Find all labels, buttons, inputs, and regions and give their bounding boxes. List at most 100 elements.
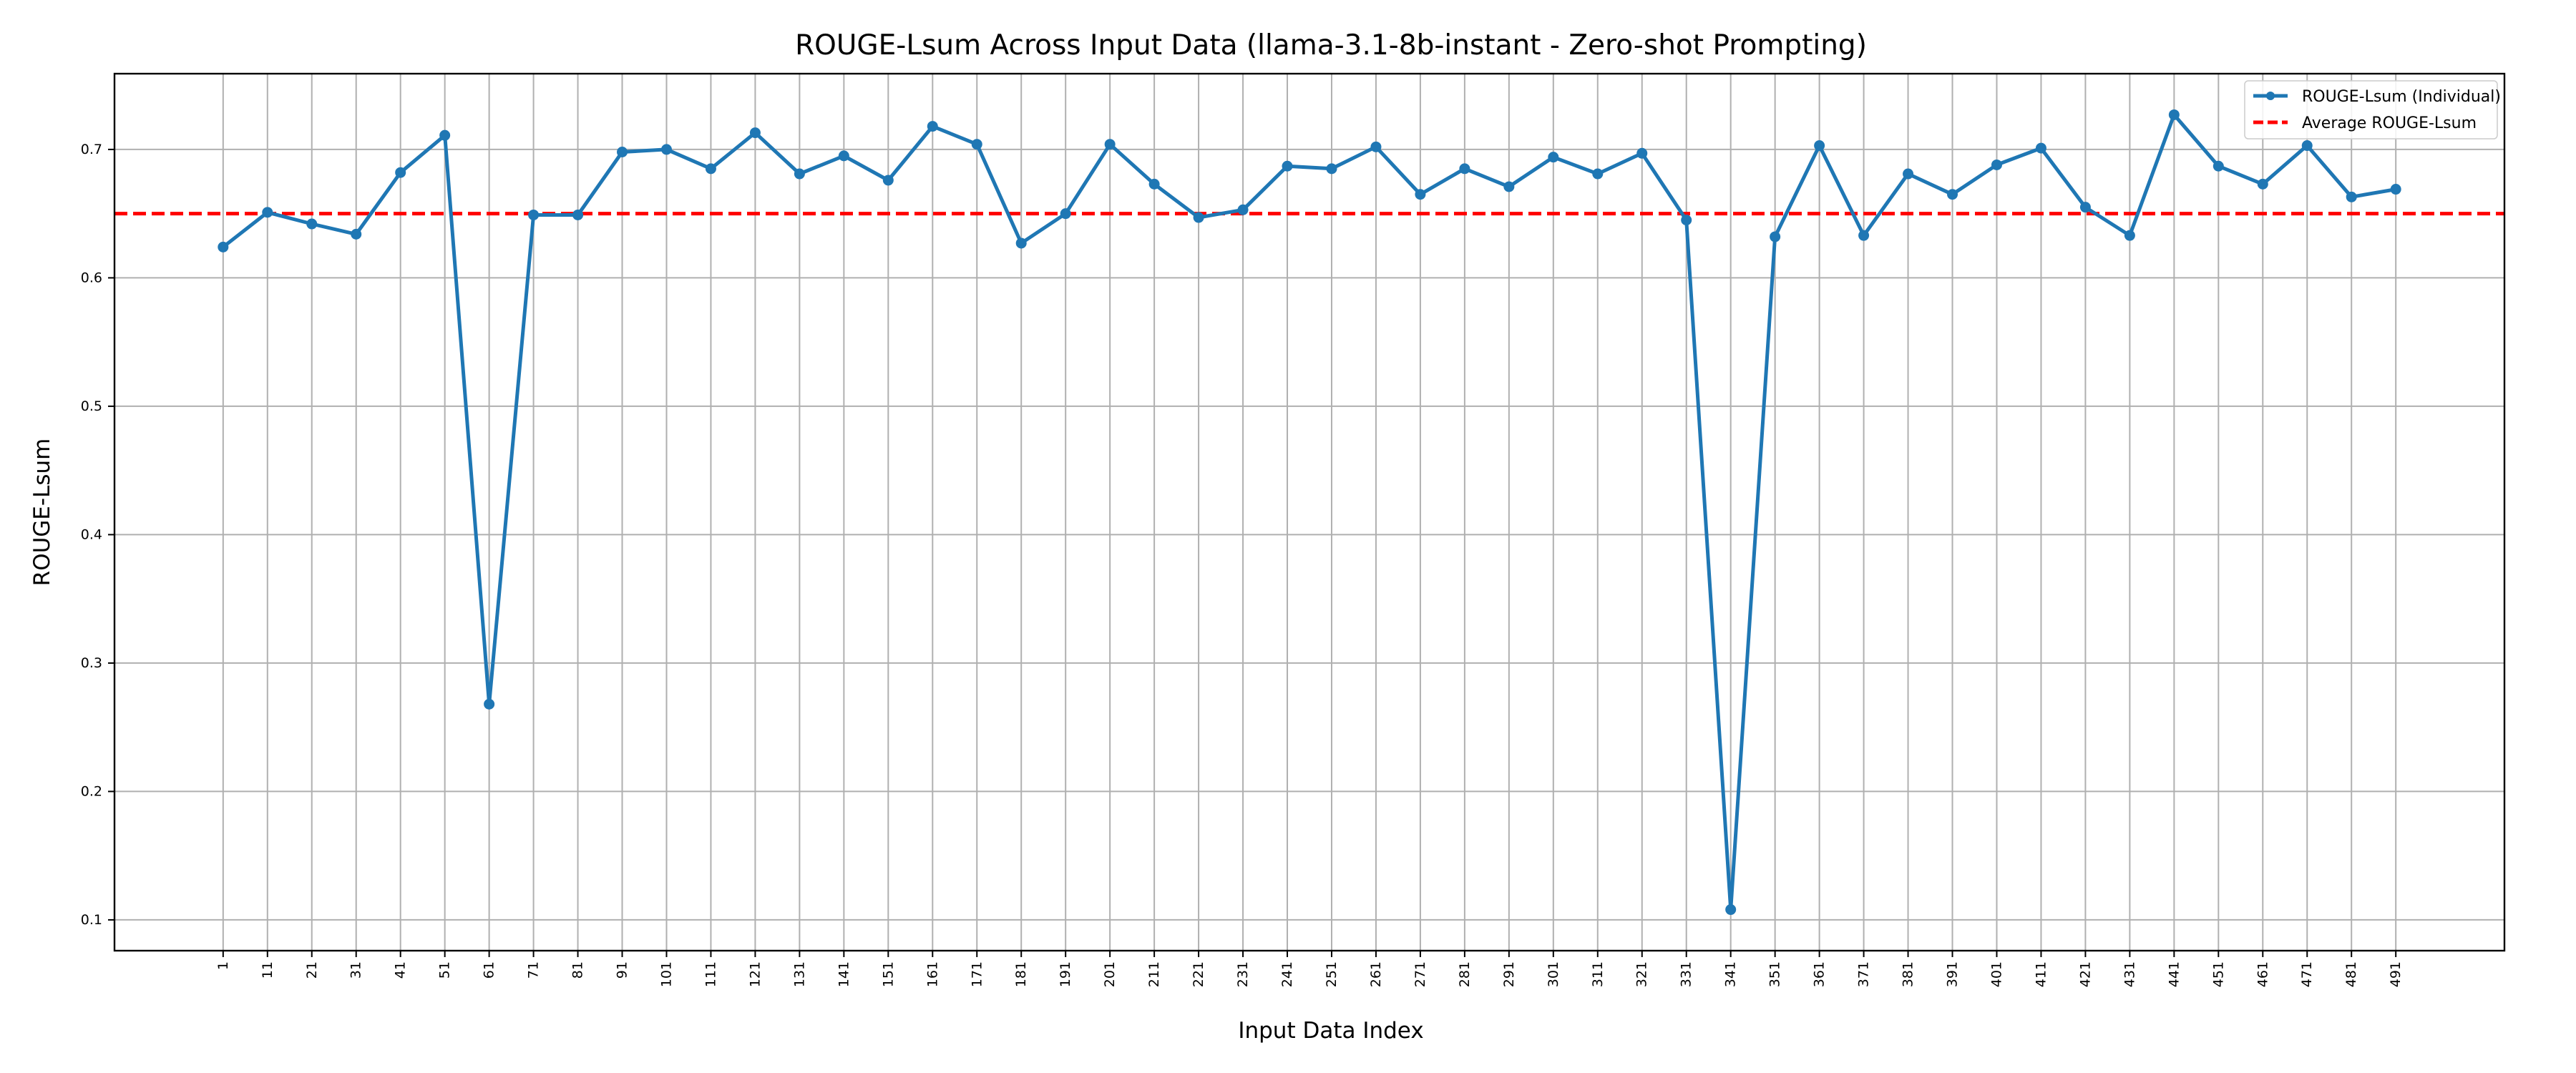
data-point bbox=[1193, 212, 1204, 223]
x-tick-label: 311 bbox=[1590, 961, 1606, 987]
legend-box bbox=[2244, 80, 2498, 139]
x-tick-label: 301 bbox=[1546, 961, 1561, 987]
x-tick-label: 91 bbox=[615, 961, 630, 979]
x-tick-label: 351 bbox=[1767, 961, 1783, 987]
x-tick-label: 401 bbox=[1989, 961, 2004, 987]
data-point bbox=[2168, 109, 2180, 120]
x-tick-label: 441 bbox=[2166, 961, 2182, 987]
data-point bbox=[306, 218, 318, 230]
x-tick-label: 271 bbox=[1413, 961, 1428, 987]
legend-label-average: Average ROUGE-Lsum bbox=[2302, 114, 2477, 132]
x-tick-label: 121 bbox=[747, 961, 763, 987]
data-point bbox=[794, 168, 805, 180]
series-line-individual bbox=[222, 112, 2396, 912]
data-point bbox=[1370, 141, 1382, 152]
data-point bbox=[1681, 215, 1692, 226]
data-point bbox=[2257, 178, 2268, 190]
x-tick-label: 31 bbox=[348, 961, 364, 979]
y-tick-label: 0.4 bbox=[81, 526, 102, 542]
data-point bbox=[395, 167, 406, 178]
x-axis-ticks: 1 11 21 31 41 51 61 71 81 91 101 111 121 131 141 151 161… bbox=[215, 951, 2404, 987]
x-tick-label: 161 bbox=[924, 961, 940, 987]
x-tick-label: 211 bbox=[1146, 961, 1162, 987]
y-tick-label: 0.6 bbox=[81, 270, 102, 285]
data-point bbox=[1770, 231, 1781, 242]
x-tick-label: 231 bbox=[1235, 961, 1251, 987]
data-point bbox=[838, 150, 849, 162]
data-point bbox=[1015, 237, 1027, 249]
data-point bbox=[1947, 189, 1958, 200]
x-tick-label: 281 bbox=[1457, 961, 1473, 987]
x-tick-label: 241 bbox=[1279, 961, 1295, 987]
x-tick-label: 101 bbox=[658, 961, 674, 987]
x-tick-label: 491 bbox=[2388, 961, 2404, 987]
data-point bbox=[2124, 230, 2135, 241]
y-tick-label: 0.5 bbox=[81, 398, 102, 414]
data-point bbox=[2079, 202, 2091, 213]
data-point bbox=[971, 139, 982, 150]
data-point bbox=[1282, 160, 1293, 172]
x-tick-label: 1 bbox=[215, 961, 231, 970]
data-point bbox=[439, 129, 451, 141]
data-point bbox=[1548, 152, 1559, 163]
x-tick-label: 181 bbox=[1013, 961, 1029, 987]
x-tick-label: 321 bbox=[1634, 961, 1650, 987]
x-tick-label: 111 bbox=[703, 961, 718, 987]
data-point bbox=[1592, 168, 1604, 180]
x-tick-label: 461 bbox=[2255, 961, 2270, 987]
data-point bbox=[484, 698, 495, 710]
x-tick-label: 481 bbox=[2343, 961, 2359, 987]
data-point bbox=[351, 228, 362, 240]
x-tick-label: 291 bbox=[1501, 961, 1517, 987]
data-point bbox=[262, 207, 273, 218]
x-tick-label: 421 bbox=[2077, 961, 2093, 987]
data-point bbox=[2301, 140, 2313, 152]
data-point bbox=[1636, 147, 1648, 159]
data-point bbox=[882, 175, 894, 186]
data-point bbox=[1503, 181, 1515, 192]
plot-frame bbox=[113, 72, 2506, 952]
data-point bbox=[705, 163, 716, 175]
data-point bbox=[749, 127, 761, 139]
x-tick-label: 471 bbox=[2299, 961, 2315, 987]
legend-label-individual: ROUGE-Lsum (Individual) bbox=[2302, 88, 2501, 106]
data-point bbox=[528, 209, 540, 220]
series-layer bbox=[218, 109, 2401, 916]
x-tick-label: 371 bbox=[1856, 961, 1872, 987]
x-tick-label: 331 bbox=[1679, 961, 1694, 987]
data-point bbox=[660, 144, 672, 155]
x-axis-label: Input Data Index bbox=[1238, 1018, 1423, 1044]
legend-marker-individual bbox=[2266, 92, 2275, 100]
y-axis-label: ROUGE-Lsum bbox=[29, 438, 55, 587]
data-point bbox=[1326, 163, 1337, 175]
x-tick-label: 431 bbox=[2122, 961, 2137, 987]
data-point bbox=[1858, 230, 1870, 241]
data-point bbox=[1814, 140, 1825, 152]
x-tick-label: 451 bbox=[2210, 961, 2226, 987]
data-point bbox=[617, 146, 628, 157]
x-tick-label: 131 bbox=[791, 961, 807, 987]
x-tick-label: 51 bbox=[437, 961, 453, 979]
x-tick-label: 21 bbox=[304, 961, 320, 979]
x-tick-label: 391 bbox=[1945, 961, 1961, 987]
x-tick-label: 341 bbox=[1723, 961, 1739, 987]
data-point bbox=[927, 121, 938, 132]
y-axis-ticks: 0.1 0.2 0.3 0.4 0.5 0.6 0.7 bbox=[81, 142, 114, 928]
data-point bbox=[1725, 904, 1737, 916]
data-point bbox=[2212, 160, 2224, 172]
x-tick-label: 141 bbox=[836, 961, 852, 987]
data-point bbox=[2346, 191, 2357, 202]
x-tick-label: 151 bbox=[880, 961, 896, 987]
x-tick-label: 71 bbox=[526, 961, 542, 979]
x-tick-label: 11 bbox=[260, 961, 275, 979]
y-tick-label: 0.3 bbox=[81, 655, 102, 671]
data-point bbox=[218, 241, 229, 253]
x-tick-label: 381 bbox=[1901, 961, 1916, 987]
data-point bbox=[1903, 168, 1914, 180]
x-tick-label: 361 bbox=[1812, 961, 1828, 987]
legend: ROUGE-Lsum (Individual) Average ROUGE-Ls… bbox=[2244, 80, 2501, 139]
x-tick-label: 191 bbox=[1058, 961, 1073, 987]
data-point bbox=[572, 209, 584, 220]
